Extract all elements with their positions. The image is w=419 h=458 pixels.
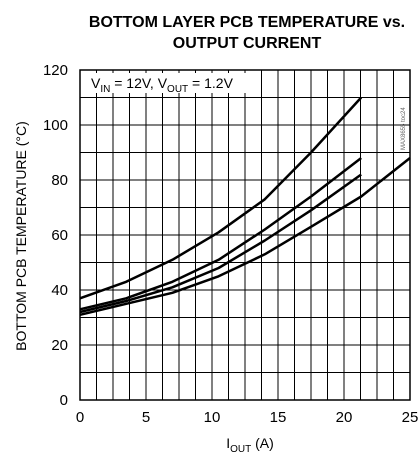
y-tick-label: 60 (51, 227, 68, 244)
y-tick-label: 20 (51, 337, 68, 354)
y-tick-label: 0 (60, 392, 68, 409)
chart-title-line-2: OUTPUT CURRENT (173, 35, 322, 52)
y-tick-label: 80 (51, 172, 68, 189)
x-tick-label: 25 (402, 409, 419, 426)
y-tick-label: 40 (51, 282, 68, 299)
y-tick-label: 100 (43, 117, 68, 134)
x-tick-label: 5 (142, 409, 150, 426)
chart-title-line-1: BOTTOM LAYER PCB TEMPERATURE vs. (89, 14, 405, 31)
series-group (79, 96, 411, 317)
annotation: VIN = 12V, VOUT = 1.2V (91, 75, 234, 95)
x-tick-label: 20 (336, 409, 353, 426)
series-line-1 (79, 96, 363, 300)
series-line-2 (79, 157, 362, 311)
x-tick-label: 15 (270, 409, 287, 426)
series-line-4 (79, 157, 411, 317)
annotation-background (88, 73, 260, 93)
series-line-3 (79, 173, 362, 314)
x-tick-label: 0 (76, 409, 84, 426)
tick-labels: 0 5 10 15 20 25 0 20 40 60 80 100 120 (43, 62, 418, 426)
y-axis-label: BOTTOM PCB TEMPERATURE (°C) (13, 121, 29, 351)
plot-frame (79, 69, 411, 401)
x-axis-label: IOUT (A) (226, 435, 274, 455)
x-tick-label: 10 (204, 409, 221, 426)
y-tick-label: 120 (43, 62, 68, 79)
watermark: MAX8655 toc24 (401, 107, 407, 150)
grid (79, 69, 411, 401)
